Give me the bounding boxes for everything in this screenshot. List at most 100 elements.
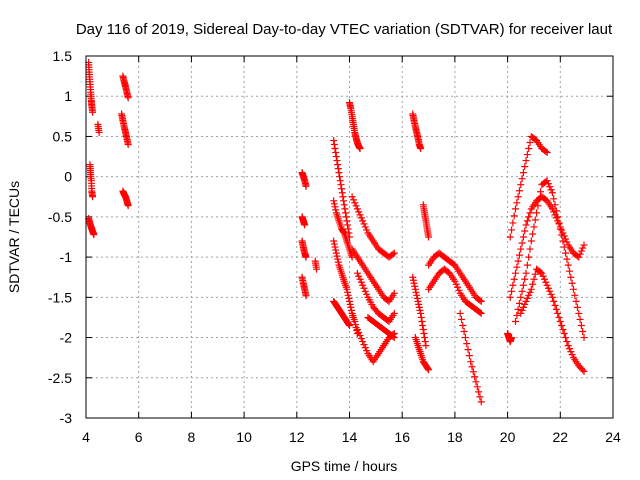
data-point bbox=[513, 199, 521, 207]
data-point bbox=[89, 193, 97, 201]
series-PRN-y bbox=[411, 334, 433, 374]
data-point bbox=[519, 303, 527, 311]
data-point bbox=[346, 300, 354, 308]
data-point bbox=[542, 278, 550, 286]
data-point bbox=[566, 345, 574, 353]
data-point bbox=[330, 240, 338, 248]
plot-frame bbox=[85, 55, 614, 419]
series-PRN-t bbox=[353, 269, 398, 325]
x-tick-label: 16 bbox=[394, 429, 410, 445]
data-point bbox=[390, 249, 398, 257]
data-point bbox=[521, 163, 529, 171]
data-point bbox=[345, 320, 353, 328]
data-point bbox=[512, 205, 520, 213]
data-point bbox=[540, 275, 548, 283]
y-tick-label: 0 bbox=[64, 169, 72, 185]
data-point bbox=[544, 284, 552, 292]
data-point bbox=[521, 275, 529, 283]
series-PRN-i bbox=[298, 213, 309, 229]
data-point bbox=[517, 309, 525, 317]
data-point bbox=[551, 201, 559, 209]
data-point bbox=[355, 272, 363, 280]
data-point bbox=[527, 237, 535, 245]
data-point bbox=[559, 326, 567, 334]
series-PRN-h bbox=[298, 169, 310, 190]
data-point bbox=[531, 270, 539, 278]
data-point bbox=[552, 305, 560, 313]
data-point bbox=[534, 202, 542, 210]
data-point bbox=[510, 212, 518, 220]
data-point bbox=[537, 188, 545, 196]
data-point bbox=[512, 317, 520, 325]
data-point bbox=[359, 217, 367, 225]
data-point bbox=[506, 233, 514, 241]
data-point bbox=[344, 288, 352, 296]
data-point bbox=[413, 294, 421, 302]
data-point bbox=[473, 383, 481, 391]
data-point bbox=[506, 293, 514, 301]
data-point bbox=[332, 149, 340, 157]
data-point bbox=[518, 175, 526, 183]
x-tick-label: 12 bbox=[289, 429, 305, 445]
data-point bbox=[521, 300, 529, 308]
data-point bbox=[340, 201, 348, 209]
data-point bbox=[334, 255, 342, 263]
data-point bbox=[559, 237, 567, 245]
data-point bbox=[425, 233, 433, 241]
series-PRN-a bbox=[85, 58, 97, 116]
data-point bbox=[519, 169, 527, 177]
x-tick-label: 14 bbox=[342, 429, 358, 445]
data-point bbox=[522, 157, 530, 165]
data-point bbox=[353, 326, 361, 334]
data-point bbox=[460, 328, 468, 336]
data-point bbox=[476, 308, 484, 316]
data-point bbox=[471, 373, 479, 381]
data-point bbox=[451, 277, 459, 285]
data-points bbox=[85, 58, 588, 406]
y-tick-label: -2 bbox=[60, 330, 73, 346]
data-point bbox=[124, 140, 132, 148]
series-PRN-ad bbox=[504, 330, 516, 346]
data-point bbox=[572, 297, 580, 305]
data-point bbox=[357, 278, 365, 286]
data-point bbox=[543, 149, 551, 157]
data-point bbox=[411, 285, 419, 293]
data-point bbox=[576, 315, 584, 323]
data-point bbox=[302, 182, 310, 190]
data-point bbox=[580, 334, 588, 342]
data-point bbox=[558, 321, 566, 329]
data-point bbox=[563, 338, 571, 346]
data-point bbox=[334, 258, 342, 266]
data-point bbox=[523, 261, 531, 269]
data-point bbox=[417, 309, 425, 317]
data-point bbox=[90, 231, 98, 239]
data-point bbox=[464, 346, 472, 354]
data-point bbox=[410, 279, 418, 287]
data-point bbox=[562, 334, 570, 342]
series-PRN-ae bbox=[506, 132, 551, 241]
data-point bbox=[577, 247, 585, 255]
data-point bbox=[351, 320, 359, 328]
data-point bbox=[513, 263, 521, 271]
data-point bbox=[349, 196, 357, 204]
x-tick-label: 10 bbox=[236, 429, 252, 445]
data-point bbox=[467, 358, 475, 366]
data-point bbox=[333, 157, 341, 165]
data-point bbox=[521, 227, 529, 235]
data-point bbox=[351, 199, 359, 207]
data-point bbox=[346, 321, 353, 329]
data-point bbox=[526, 209, 534, 217]
data-point bbox=[546, 287, 554, 295]
data-point bbox=[523, 294, 531, 302]
data-point bbox=[548, 293, 556, 301]
data-point bbox=[472, 378, 480, 386]
x-tick-label: 22 bbox=[553, 429, 569, 445]
data-point bbox=[356, 332, 364, 340]
series-PRN-j bbox=[298, 237, 310, 261]
data-point bbox=[331, 243, 339, 251]
data-point bbox=[457, 315, 465, 323]
data-point bbox=[476, 393, 484, 401]
data-point bbox=[580, 367, 588, 375]
data-point bbox=[360, 284, 368, 292]
data-point bbox=[579, 366, 587, 374]
